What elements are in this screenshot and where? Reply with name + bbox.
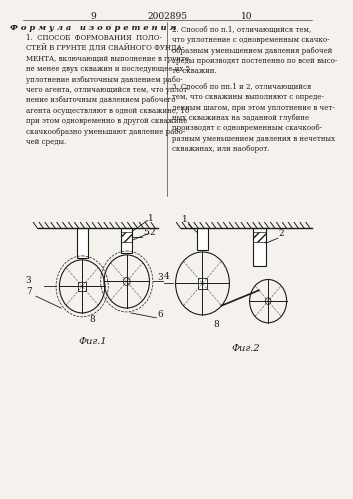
- Circle shape: [265, 298, 271, 304]
- Text: Фиг.2: Фиг.2: [232, 344, 261, 353]
- Bar: [77, 229, 88, 258]
- Text: 2: 2: [279, 229, 284, 238]
- Text: 10: 10: [240, 12, 252, 21]
- Text: 8: 8: [89, 315, 95, 324]
- Text: 1.  СПОСОБ  ФОРМОВАНИЯ  ПОЛО-
СТЕЙ В ГРУНТЕ ДЛЯ СВАЙНОГО ФУНДА-
МЕНТА, включающи: 1. СПОСОБ ФОРМОВАНИЯ ПОЛО- СТЕЙ В ГРУНТЕ…: [26, 33, 190, 146]
- Text: 1: 1: [148, 214, 154, 223]
- Bar: [78, 281, 86, 291]
- Bar: [197, 229, 208, 250]
- Bar: [121, 229, 132, 253]
- Text: 5: 5: [143, 228, 149, 237]
- Text: 4: 4: [164, 271, 169, 280]
- Bar: [253, 229, 266, 266]
- Text: 3: 3: [157, 273, 163, 282]
- Bar: [198, 278, 207, 289]
- Text: 9: 9: [90, 12, 96, 21]
- Circle shape: [123, 277, 130, 285]
- Text: Фиг.1: Фиг.1: [79, 336, 107, 345]
- Text: 6: 6: [157, 310, 163, 319]
- Text: 7: 7: [26, 287, 31, 296]
- Text: 3: 3: [26, 276, 31, 285]
- Bar: [121, 233, 132, 242]
- Bar: [253, 233, 266, 242]
- Text: Ф о р м у л а   и з о б р е т е н и я: Ф о р м у л а и з о б р е т е н и я: [10, 24, 176, 32]
- Text: 8: 8: [213, 320, 219, 329]
- Text: 2002895: 2002895: [147, 12, 187, 21]
- Text: 1: 1: [182, 216, 188, 225]
- Text: 2: 2: [150, 228, 156, 237]
- Text: 3. Способ по пп.1 и 2, отличающийся
тем, что скважины выполняют с опреде-
ленным: 3. Способ по пп.1 и 2, отличающийся тем,…: [172, 83, 335, 153]
- Text: 2. Способ по п.1, отличающийся тем,
что уплотнение с одновременным скачко-
образ: 2. Способ по п.1, отличающийся тем, что …: [172, 26, 337, 75]
